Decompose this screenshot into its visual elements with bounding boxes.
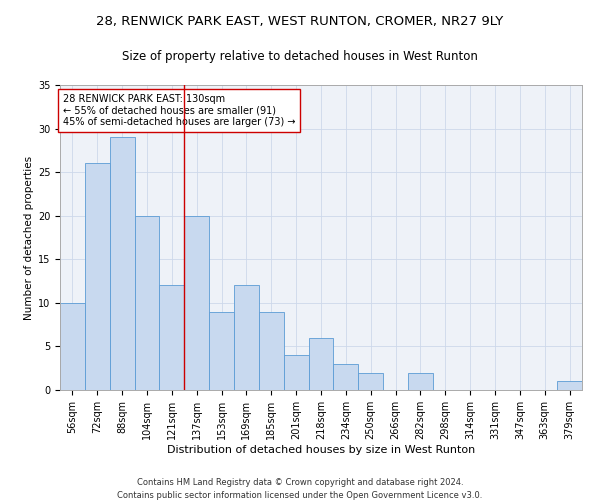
Bar — [209, 312, 234, 390]
Bar — [259, 312, 284, 390]
Bar — [110, 138, 134, 390]
Y-axis label: Number of detached properties: Number of detached properties — [23, 156, 34, 320]
Text: Contains HM Land Registry data © Crown copyright and database right 2024.
Contai: Contains HM Land Registry data © Crown c… — [118, 478, 482, 500]
Bar — [134, 216, 160, 390]
X-axis label: Distribution of detached houses by size in West Runton: Distribution of detached houses by size … — [167, 444, 475, 454]
Bar — [308, 338, 334, 390]
Bar — [557, 382, 582, 390]
Bar — [184, 216, 209, 390]
Bar — [234, 286, 259, 390]
Bar — [160, 286, 184, 390]
Text: 28 RENWICK PARK EAST: 130sqm
← 55% of detached houses are smaller (91)
45% of se: 28 RENWICK PARK EAST: 130sqm ← 55% of de… — [62, 94, 295, 128]
Bar — [358, 372, 383, 390]
Bar — [284, 355, 308, 390]
Text: 28, RENWICK PARK EAST, WEST RUNTON, CROMER, NR27 9LY: 28, RENWICK PARK EAST, WEST RUNTON, CROM… — [97, 15, 503, 28]
Bar — [408, 372, 433, 390]
Bar — [85, 164, 110, 390]
Bar — [60, 303, 85, 390]
Bar — [334, 364, 358, 390]
Text: Size of property relative to detached houses in West Runton: Size of property relative to detached ho… — [122, 50, 478, 63]
